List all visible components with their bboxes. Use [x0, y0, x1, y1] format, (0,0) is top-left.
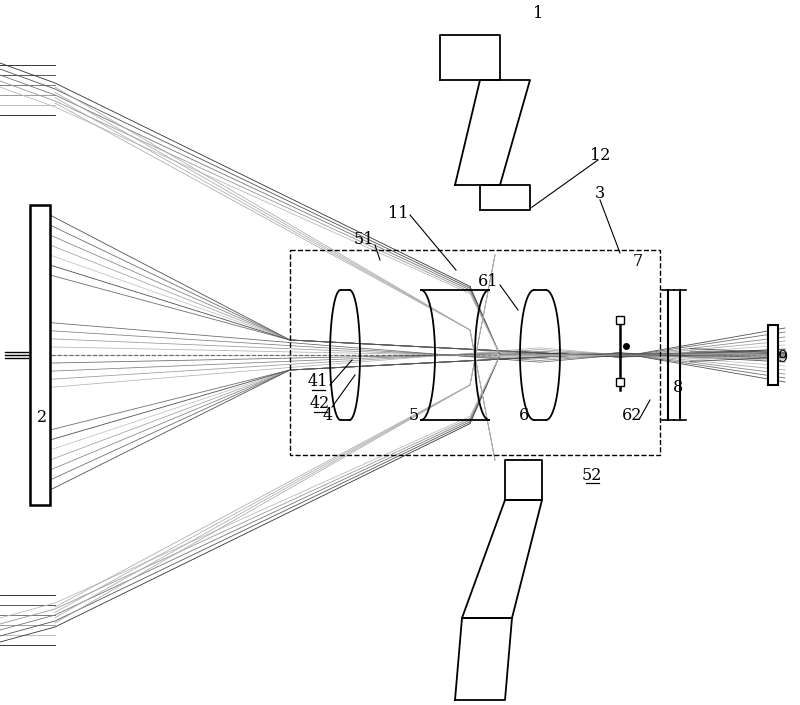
Polygon shape — [462, 500, 542, 618]
Bar — [290, 250, 660, 455]
Text: 62: 62 — [622, 407, 642, 424]
Text: 9: 9 — [778, 350, 788, 367]
Text: 51: 51 — [354, 231, 374, 248]
Text: 4: 4 — [323, 407, 333, 424]
Text: 5: 5 — [409, 407, 419, 424]
Polygon shape — [440, 35, 500, 80]
Polygon shape — [505, 460, 542, 500]
Bar — [768, 325, 778, 385]
Text: 7: 7 — [633, 254, 643, 271]
Text: 41: 41 — [308, 374, 328, 391]
Text: 6: 6 — [519, 407, 529, 424]
Text: 42: 42 — [310, 396, 330, 412]
Text: 12: 12 — [590, 147, 610, 164]
Polygon shape — [455, 80, 530, 185]
Bar — [30, 205, 50, 505]
Text: 1: 1 — [533, 6, 543, 23]
Bar — [616, 316, 624, 324]
Text: 8: 8 — [673, 379, 683, 396]
Text: 11: 11 — [388, 204, 408, 221]
Text: 2: 2 — [37, 410, 47, 427]
Polygon shape — [480, 185, 530, 210]
Polygon shape — [455, 618, 512, 700]
Text: 61: 61 — [478, 274, 498, 290]
Bar — [616, 378, 624, 386]
Text: 3: 3 — [595, 185, 605, 202]
Text: 52: 52 — [582, 467, 602, 484]
